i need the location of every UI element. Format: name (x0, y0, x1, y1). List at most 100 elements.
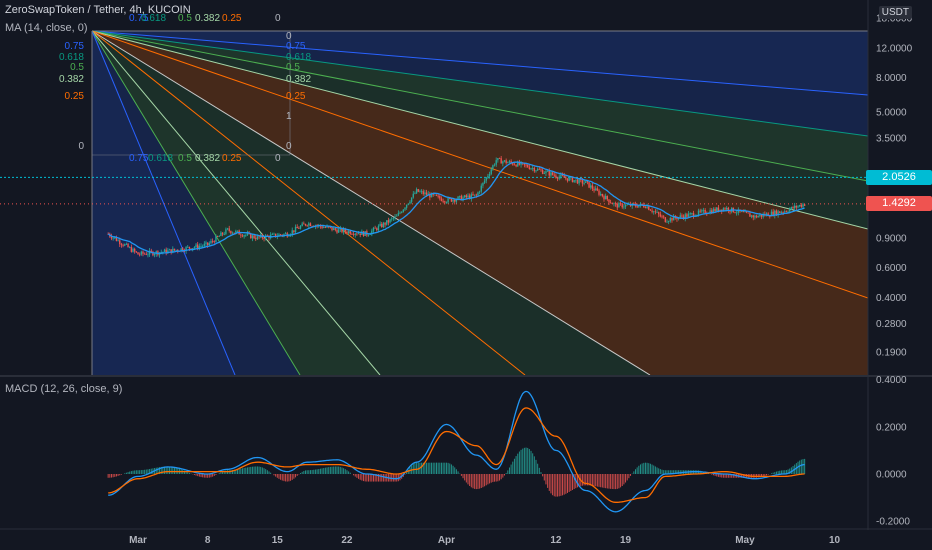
current-price-tag: 1.4292 (866, 196, 932, 212)
candle (478, 190, 481, 195)
candle (389, 218, 391, 224)
candle (147, 252, 149, 258)
candle (689, 212, 691, 216)
candle (452, 199, 454, 204)
price-tick-label: 0.1900 (876, 348, 907, 359)
candle (435, 194, 438, 197)
time-tick-label: 12 (550, 535, 562, 546)
time-axis[interactable]: Mar 8 15 22 Apr 12 19 May 10 (129, 535, 840, 546)
candle (138, 252, 141, 257)
candle (454, 199, 456, 205)
candle (137, 252, 139, 255)
candle (646, 203, 648, 209)
candle (386, 220, 388, 226)
candle (407, 203, 410, 206)
macd-axis[interactable]: 0.4000 0.2000 0.0000 -0.2000 (876, 375, 910, 528)
price-tick-label: 0.9000 (876, 233, 907, 244)
candle (236, 230, 239, 233)
candle (409, 200, 411, 205)
macd-line (108, 390, 805, 513)
candle (558, 174, 560, 181)
candle (664, 216, 667, 223)
candle (424, 189, 426, 197)
candle (263, 236, 265, 242)
candle (216, 235, 219, 238)
candle (671, 217, 673, 223)
candle (379, 221, 381, 227)
candle (130, 244, 133, 253)
candle (110, 233, 113, 241)
candle (803, 203, 806, 207)
fan-top-label-025: 0.25 (222, 13, 242, 24)
candle (473, 194, 476, 197)
candle (445, 201, 448, 204)
price-tick-label: 5.0000 (876, 108, 907, 119)
candle (590, 183, 592, 190)
candle (332, 227, 335, 231)
candle (218, 235, 220, 237)
gann-fan[interactable] (91, 30, 868, 375)
candle (785, 210, 788, 213)
macd-tick-label: 0.4000 (876, 375, 907, 386)
candle (666, 219, 668, 223)
candle (656, 209, 658, 213)
candle (142, 250, 144, 257)
candle (124, 243, 126, 247)
fan-top-label-0382: 0.382 (195, 13, 220, 24)
candle (412, 190, 414, 199)
candle (608, 199, 610, 205)
candle (203, 241, 206, 248)
candle (301, 221, 303, 227)
candle (490, 167, 492, 176)
candle (125, 242, 128, 245)
candle (298, 226, 300, 229)
candle (397, 210, 400, 217)
symbol-legend[interactable]: ZeroSwapToken / Tether, 4h, KUCOIN (5, 4, 191, 16)
candle (591, 182, 594, 191)
candle (173, 248, 176, 251)
fan-left-label-0: 0 (78, 141, 84, 152)
candle (168, 248, 171, 251)
fan-top-label-075: 0.75 (129, 13, 149, 24)
candle (653, 210, 655, 215)
candle (462, 195, 464, 202)
candle (367, 234, 370, 237)
candle (258, 235, 260, 240)
candle (714, 207, 716, 213)
fan-bottom-label-0382: 0.382 (195, 153, 220, 164)
candle (658, 211, 660, 218)
macd-tick-label: 0.0000 (876, 470, 907, 481)
candle (794, 202, 796, 211)
price-axis[interactable]: 26.000018.000012.00008.00005.00003.50000… (876, 0, 913, 359)
candle (165, 247, 167, 256)
candle (497, 158, 499, 163)
price-tick-label: 0.6000 (876, 263, 907, 274)
candle (774, 209, 776, 219)
candle (362, 230, 365, 237)
fan-left-label-05: 0.5 (70, 62, 84, 73)
candle (303, 221, 305, 225)
fan-line-7 (91, 30, 651, 375)
candle (687, 211, 690, 217)
ma-legend[interactable]: MA (14, close, 0) (5, 22, 88, 34)
macd-legend[interactable]: MACD (12, 26, close, 9) (5, 383, 122, 395)
price-tick-label: 8.0000 (876, 73, 907, 84)
candle (339, 225, 342, 233)
candle (480, 183, 482, 194)
candle (797, 205, 799, 209)
candle (112, 236, 114, 241)
candle (387, 217, 390, 226)
candle (291, 227, 293, 237)
candle (531, 165, 534, 172)
candle (755, 214, 758, 219)
currency-badge[interactable]: USDT (878, 6, 912, 19)
candle (374, 225, 376, 229)
ma-label: MA (14, close, 0) (5, 22, 88, 34)
candle (346, 229, 348, 235)
fan-line-4 (91, 30, 868, 182)
fan-left-label-0382: 0.382 (59, 74, 84, 85)
candle (545, 169, 547, 176)
candle (507, 161, 509, 164)
candle (604, 193, 607, 200)
